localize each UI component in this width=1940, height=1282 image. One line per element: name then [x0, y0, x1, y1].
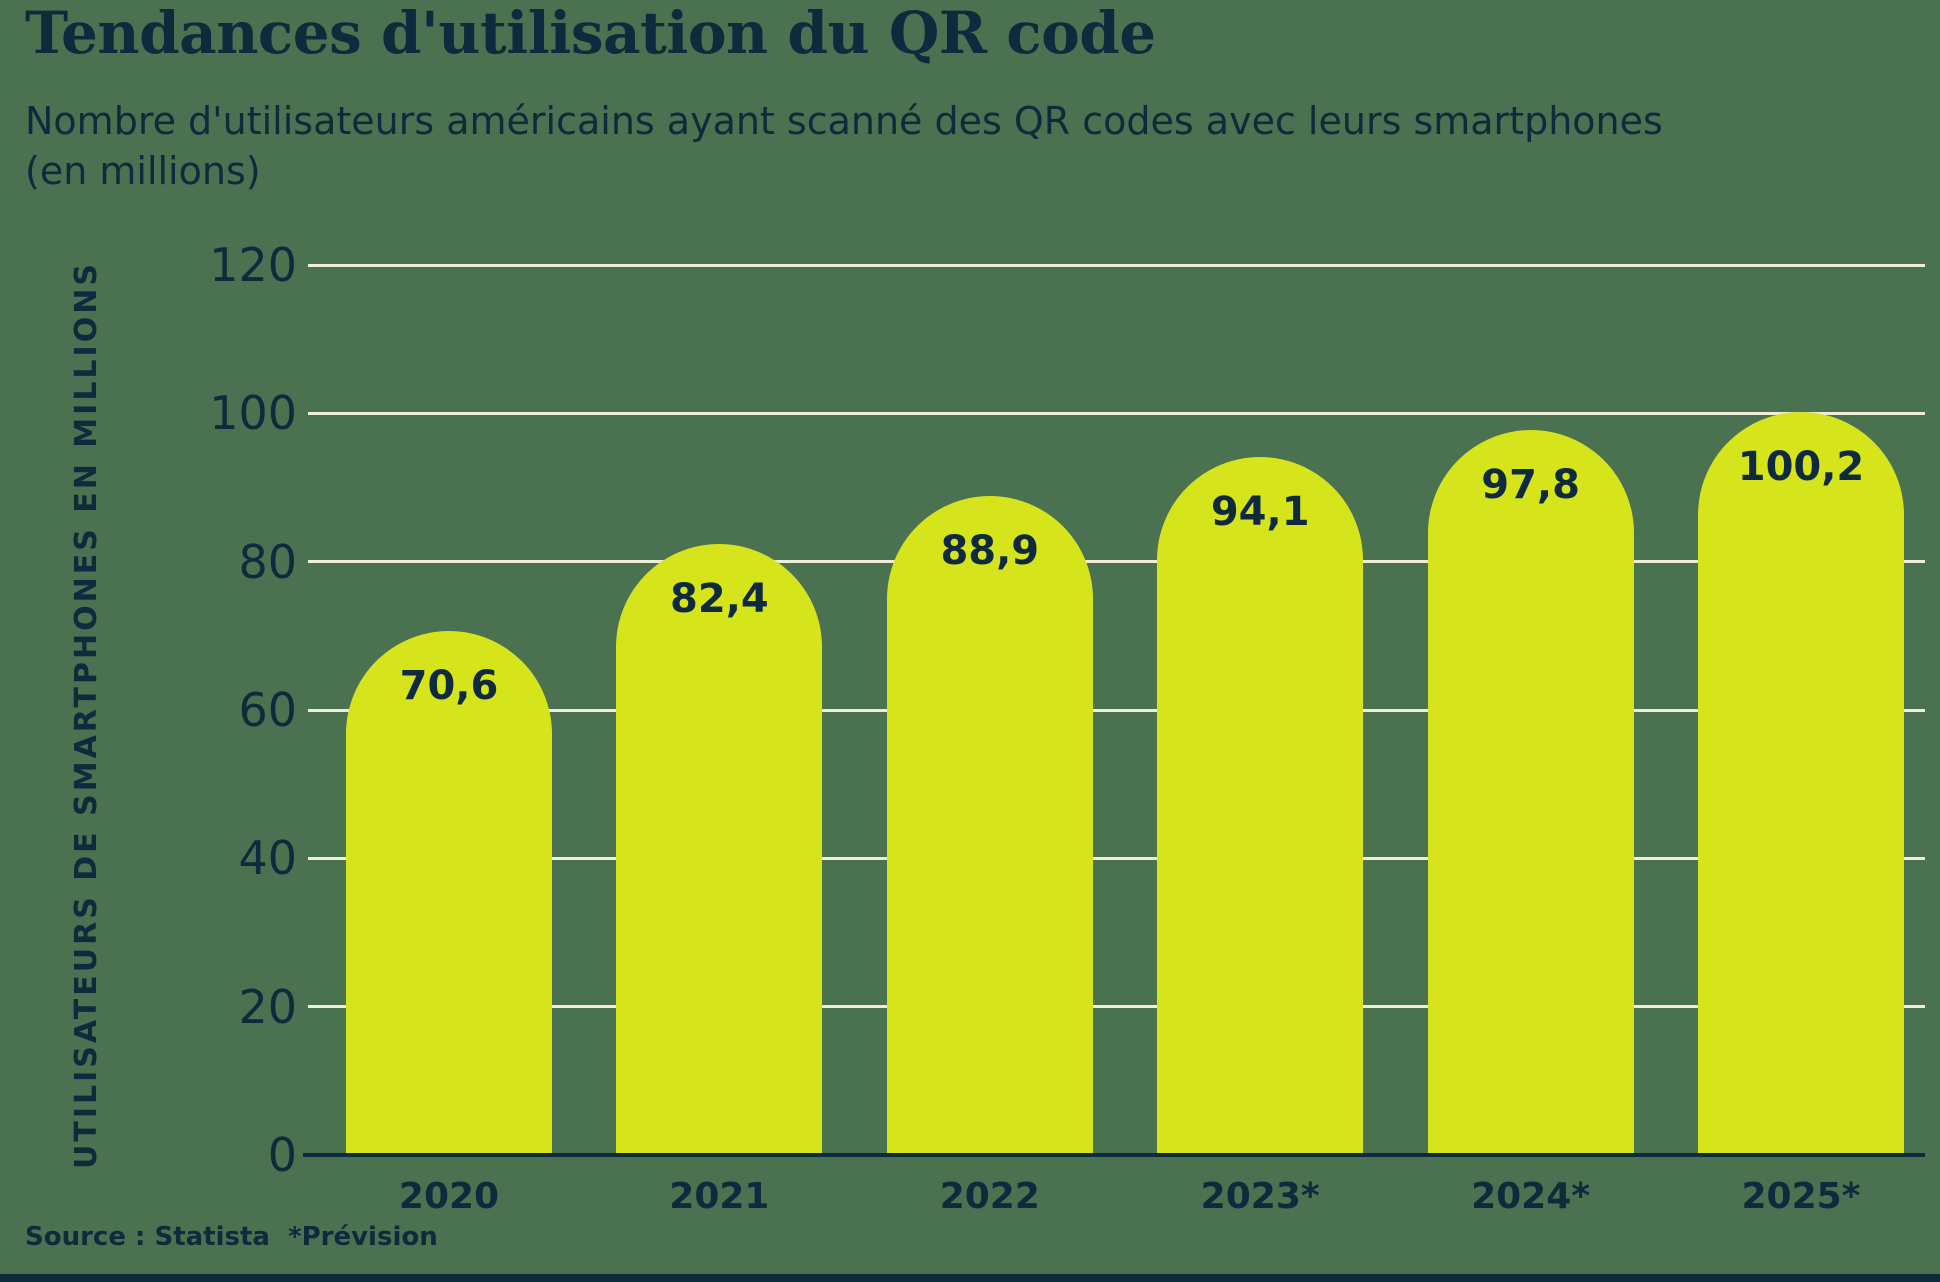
chart-subtitle: Nombre d'utilisateurs américains ayant s… — [25, 96, 1925, 196]
bar-2022: 88,9 — [886, 495, 1093, 1155]
x-tick-label-2024*: 2024* — [1471, 1176, 1591, 1217]
y-tick-label-40: 40 — [238, 831, 297, 886]
bottom-border-strip — [0, 1274, 1940, 1282]
y-tick-label-60: 60 — [238, 683, 297, 737]
bar-2020: 70,6 — [346, 631, 552, 1155]
gridline-120 — [308, 263, 1925, 267]
gridline-20 — [308, 1005, 1925, 1009]
gridline-80 — [308, 560, 1925, 564]
y-tick-label-120: 120 — [209, 238, 297, 292]
x-tick-label-2021: 2021 — [669, 1176, 770, 1217]
bar-2025*: 100,2 — [1698, 411, 1904, 1155]
bar-2024*: 97,8 — [1427, 429, 1634, 1155]
chart-subtitle-line1: Nombre d'utilisateurs américains ayant s… — [25, 99, 1663, 143]
forecast-footnote: *Prévision — [288, 1222, 438, 1252]
source-row: Source : Statista *Prévision — [0, 1222, 1940, 1258]
bar-value-label: 88,9 — [940, 527, 1040, 574]
x-tick-label-2023*: 2023* — [1200, 1176, 1320, 1217]
x-axis-line — [303, 1153, 1925, 1157]
gridline-60 — [308, 708, 1925, 712]
bar-value-label: 100,2 — [1737, 443, 1865, 490]
source-credit: Source : Statista — [25, 1222, 270, 1252]
y-tick-label-20: 20 — [238, 979, 297, 1034]
bar-value-label: 82,4 — [670, 575, 769, 622]
bar-value-label: 97,8 — [1481, 461, 1580, 508]
x-tick-label-2025*: 2025* — [1741, 1176, 1861, 1217]
bar-2023*: 94,1 — [1157, 457, 1364, 1155]
gridline-40 — [308, 856, 1925, 860]
bar-2021: 82,4 — [616, 543, 823, 1155]
gridline-100 — [308, 411, 1925, 415]
bar-value-label: 94,1 — [1210, 489, 1310, 536]
chart-title: Tendances d'utilisation du QR code — [25, 0, 1156, 67]
chart-subtitle-line2: (en millions) — [25, 149, 261, 193]
y-tick-label-0: 0 — [267, 1128, 297, 1182]
x-tick-label-2020: 2020 — [398, 1176, 500, 1217]
bar-value-label: 70,6 — [399, 663, 499, 710]
y-tick-label-80: 80 — [238, 534, 297, 589]
x-tick-label-2022: 2022 — [939, 1176, 1040, 1217]
y-tick-label-100: 100 — [209, 386, 297, 441]
